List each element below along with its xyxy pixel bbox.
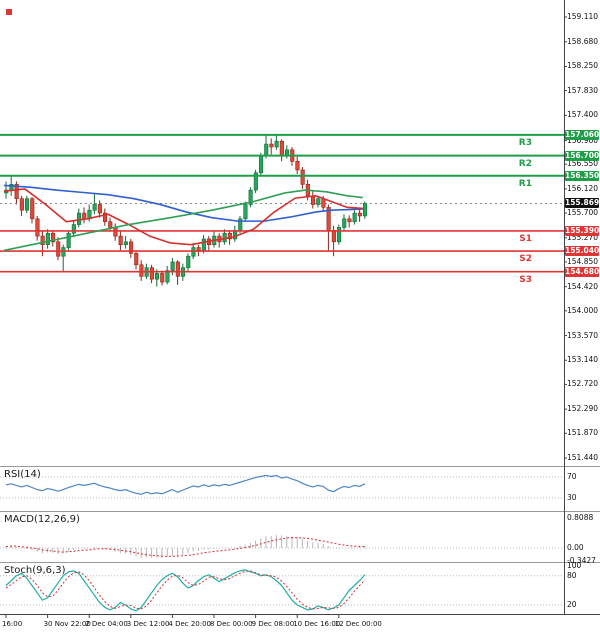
macd-axis-label: 0.00 — [567, 543, 584, 552]
price-axis-label: 153.140 — [567, 355, 599, 365]
time-axis-label: 4 Dec 20:00 — [168, 620, 212, 628]
pivot-label-r2: R2 — [518, 158, 532, 169]
support-price-tag: 154.680 — [565, 266, 600, 277]
price-axis-label: 157.830 — [567, 85, 599, 95]
price-axis-label: 158.680 — [567, 36, 599, 46]
price-axis-label: 154.850 — [567, 256, 599, 266]
time-axis-label: 30 Nov 22:00 — [43, 620, 91, 628]
macd-axis-label: -0.3427 — [567, 555, 596, 565]
price-axis-label: 156.120 — [567, 183, 599, 193]
time-axis-label: 10 Dec 16:00 — [293, 620, 341, 628]
price-axis-label: 159.110 — [567, 12, 599, 21]
time-axis-label: 8 Dec 00:00 — [210, 620, 253, 628]
chart-scroll-marker-icon — [6, 9, 12, 15]
rsi-axis-label: 30 — [567, 493, 577, 502]
price-axis-label: 151.440 — [567, 453, 599, 463]
price-axis-label: 156.550 — [567, 159, 599, 169]
support-price-tag: 155.040 — [565, 246, 600, 257]
price-axis-label: 153.570 — [567, 330, 599, 340]
price-axis-label: 152.290 — [567, 404, 599, 414]
stoch-axis-label: 80 — [567, 570, 577, 580]
pivot-label-r3: R3 — [518, 137, 532, 148]
time-axis-label: 16:00 — [2, 620, 23, 628]
price-axis-label: 155.700 — [567, 208, 599, 218]
resistance-price-tag: 157.060 — [565, 129, 600, 140]
pivot-label-r1: R1 — [518, 178, 532, 189]
rsi-indicator-label: RSI(14) — [4, 469, 41, 480]
price-axis-label: 158.250 — [567, 61, 599, 71]
price-axis-label: 154.420 — [567, 281, 599, 291]
stoch-axis-label: 20 — [567, 600, 577, 609]
price-axis-label: 152.720 — [567, 379, 599, 389]
price-axis-label: 154.000 — [567, 305, 599, 315]
macd-axis-label: 0.8088 — [567, 513, 594, 523]
rsi-axis-label: 70 — [567, 472, 577, 481]
resistance-price-tag: 156.700 — [565, 150, 600, 161]
time-axis-label: 3 Dec 12:00 — [126, 620, 170, 628]
support-price-tag: 155.390 — [565, 225, 600, 236]
price-axis-label: 157.400 — [567, 110, 599, 120]
stoch-indicator-label: Stoch(9,6,3) — [4, 565, 66, 576]
pivot-label-s1: S1 — [519, 233, 532, 244]
time-axis-label: 9 Dec 08:00 — [251, 620, 295, 628]
pivot-label-s2: S2 — [519, 254, 532, 265]
time-axis-label: 12 Dec 00:00 — [334, 620, 382, 628]
time-axis-label: 2 Dec 04:00 — [85, 620, 128, 628]
stoch-axis-label: 100 — [567, 561, 582, 570]
price-axis-label: 151.870 — [567, 428, 599, 438]
pivot-label-s3: S3 — [519, 274, 532, 285]
price-axis-label: 155.270 — [567, 232, 599, 242]
current-price-tag: 155.869 — [565, 198, 600, 209]
price-axis-label: 156.960 — [567, 135, 599, 145]
macd-indicator-label: MACD(12,26,9) — [4, 514, 80, 525]
resistance-price-tag: 156.350 — [565, 170, 600, 181]
